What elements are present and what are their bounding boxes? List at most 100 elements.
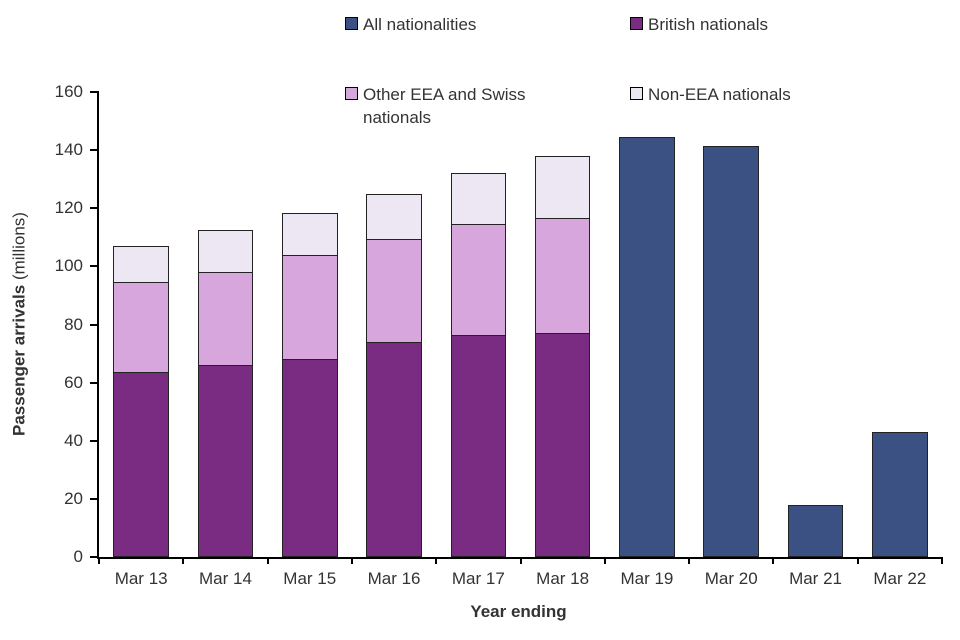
y-tick-label: 60 — [64, 372, 83, 392]
bars-container: Mar 13 Mar 14 Mar 15 Mar 16 Mar 17 Mar 18 Mar … — [98, 92, 943, 588]
x-tick-label: Mar 21 — [789, 569, 842, 588]
bar-slot-mar-21: Mar 21 — [773, 92, 857, 588]
bar-mar-18 — [534, 92, 591, 557]
bar-segment-non-eea-nationals — [197, 230, 254, 273]
bar-segment-non-eea-nationals — [366, 193, 422, 239]
bar-segment-other-eea-and-swiss-nationals — [281, 254, 338, 360]
bar-mar-13 — [113, 92, 169, 557]
x-tick-label: Mar 20 — [704, 569, 758, 588]
bar-segment-all-nationalities — [619, 137, 675, 557]
bar-segment-non-eea-nationals — [113, 246, 169, 283]
x-tick-label: Mar 19 — [620, 569, 674, 588]
x-tick-mark — [519, 557, 522, 564]
x-tick-mark — [772, 557, 775, 564]
bar-slot-mar-13: Mar 13 — [99, 92, 183, 588]
x-tick-label: Mar 13 — [114, 569, 168, 588]
legend-label: Other EEA and Swiss nationals — [363, 85, 526, 127]
bar-slot-mar-15: Mar 15 — [268, 92, 352, 588]
bar-mar-15 — [281, 92, 338, 557]
y-tick-mark — [90, 381, 99, 384]
plot-area: 0 20 40 60 80 100 120 140 160 Mar 13 Mar 14 Mar 15… — [55, 82, 943, 588]
x-tick-label: Mar 15 — [283, 569, 337, 588]
x-tick-label: Mar 22 — [873, 569, 927, 588]
bar-slot-mar-14: Mar 14 — [183, 92, 267, 588]
y-tick-mark — [90, 91, 99, 93]
x-tick-label: Mar 18 — [536, 569, 590, 588]
x-tick-mark — [266, 557, 269, 564]
y-tick-mark — [90, 323, 99, 326]
y-tick-mark — [90, 207, 99, 210]
legend-swatch-other-eea-swiss — [345, 87, 358, 100]
legend-label: British nationals — [648, 15, 769, 34]
bar-slot-mar-17: Mar 17 — [436, 92, 520, 588]
bar-segment-british-nationals — [450, 334, 507, 557]
y-tick-label: 80 — [64, 314, 83, 334]
x-tick-mark — [603, 557, 606, 564]
bar-segment-non-eea-nationals — [281, 212, 338, 255]
bar-segment-british-nationals — [534, 333, 591, 557]
y-tick-mark — [90, 439, 99, 442]
bar-slot-mar-18: Mar 18 — [520, 92, 604, 588]
y-tick-mark — [90, 265, 99, 268]
x-tick-mark — [856, 557, 859, 564]
bar-mar-14 — [197, 92, 254, 557]
y-axis-title-units: (millions) — [9, 212, 29, 285]
bar-segment-all-nationalities — [703, 145, 760, 557]
x-tick-label: Mar 17 — [451, 569, 505, 588]
bar-segment-british-nationals — [366, 341, 422, 557]
bar-segment-british-nationals — [113, 372, 169, 557]
x-tick-mark — [182, 557, 185, 564]
bar-segment-all-nationalities — [872, 432, 928, 557]
y-tick-label: 100 — [54, 256, 83, 276]
bar-slot-mar-16: Mar 16 — [352, 92, 436, 588]
bar-segment-other-eea-and-swiss-nationals — [113, 282, 169, 373]
bar-mar-22 — [872, 92, 928, 557]
y-tick-label: 20 — [64, 488, 83, 508]
bar-segment-other-eea-and-swiss-nationals — [366, 238, 422, 342]
bar-segment-other-eea-and-swiss-nationals — [450, 224, 507, 335]
legend-item-all-nationalities: All nationalities — [345, 14, 476, 37]
bar-mar-19 — [619, 92, 675, 557]
legend-label: Non-EEA nationals — [648, 85, 791, 104]
legend-swatch-british-nationals — [630, 17, 643, 30]
legend-item-non-eea: Non-EEA nationals — [630, 84, 791, 107]
x-tick-mark — [98, 557, 100, 564]
legend-swatch-all-nationalities — [345, 17, 358, 30]
x-tick-mark — [435, 557, 438, 564]
y-axis-title-bold: Passenger arrivals — [9, 284, 29, 436]
y-tick-mark — [90, 149, 99, 152]
bar-segment-british-nationals — [197, 365, 254, 557]
y-axis: 0 20 40 60 80 100 120 140 160 — [55, 82, 942, 566]
y-tick-label: 40 — [64, 430, 83, 450]
x-axis-title: Year ending — [470, 602, 567, 621]
bar-segment-other-eea-and-swiss-nationals — [197, 272, 254, 366]
bar-segment-all-nationalities — [787, 504, 844, 557]
bar-mar-21 — [787, 92, 844, 557]
bar-slot-mar-19: Mar 19 — [605, 92, 689, 588]
legend-swatch-non-eea — [630, 87, 643, 100]
bar-segment-non-eea-nationals — [450, 173, 507, 225]
legend-item-british-nationals: British nationals — [630, 14, 768, 37]
y-tick-label: 160 — [54, 82, 83, 101]
y-axis-title: Passenger arrivals (millions) — [10, 92, 34, 557]
bar-segment-other-eea-and-swiss-nationals — [534, 218, 591, 334]
bar-segment-british-nationals — [281, 359, 338, 557]
x-tick-label: Mar 16 — [367, 569, 421, 588]
y-tick-label: 0 — [73, 547, 83, 566]
bar-slot-mar-20: Mar 20 — [689, 92, 773, 588]
x-tick-mark — [941, 557, 943, 564]
bar-mar-16 — [366, 92, 422, 557]
y-tick-label: 120 — [54, 198, 83, 218]
legend-label: All nationalities — [363, 15, 477, 34]
legend-item-other-eea-swiss: Other EEA and Swiss nationals — [345, 84, 543, 130]
y-tick-mark — [90, 556, 99, 558]
bar-mar-17 — [450, 92, 507, 557]
bar-slot-mar-22: Mar 22 — [858, 92, 942, 588]
bar-segment-non-eea-nationals — [534, 155, 591, 219]
x-tick-label: Mar 14 — [198, 569, 252, 588]
y-tick-label: 140 — [54, 140, 83, 160]
x-tick-mark — [350, 557, 353, 564]
x-tick-mark — [688, 557, 691, 564]
y-tick-mark — [90, 497, 99, 500]
